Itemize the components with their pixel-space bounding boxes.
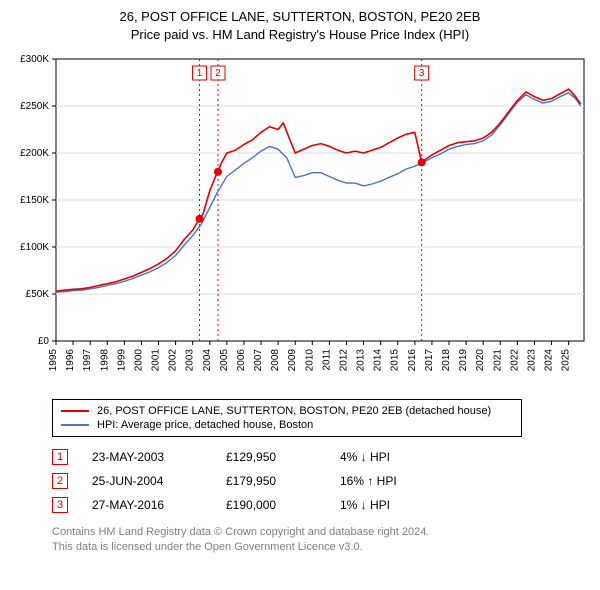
svg-text:£0: £0 [38, 336, 50, 347]
event-date: 23-MAY-2003 [92, 450, 202, 464]
svg-text:2023: 2023 [526, 349, 537, 372]
footer-attribution: Contains HM Land Registry data © Crown c… [52, 525, 592, 555]
svg-text:2012: 2012 [338, 349, 349, 372]
svg-text:2002: 2002 [168, 349, 179, 372]
svg-text:2000: 2000 [133, 349, 144, 372]
chart-title-line1: 26, POST OFFICE LANE, SUTTERTON, BOSTON,… [8, 8, 592, 26]
svg-text:2025: 2025 [561, 349, 572, 372]
svg-text:2007: 2007 [253, 349, 264, 372]
svg-text:1997: 1997 [82, 349, 93, 372]
svg-text:2015: 2015 [390, 349, 401, 372]
legend-swatch [61, 410, 89, 412]
svg-text:2010: 2010 [304, 349, 315, 372]
footer-line1: Contains HM Land Registry data © Crown c… [52, 525, 592, 540]
svg-text:2018: 2018 [441, 349, 452, 372]
svg-text:2006: 2006 [236, 349, 247, 372]
svg-text:3: 3 [419, 68, 425, 79]
svg-text:£100K: £100K [20, 242, 49, 253]
svg-text:2021: 2021 [492, 349, 503, 372]
event-diff: 4% ↓ HPI [340, 450, 390, 464]
svg-text:2013: 2013 [356, 349, 367, 372]
event-row: 1 23-MAY-2003 £129,950 4% ↓ HPI [52, 445, 592, 469]
svg-text:2009: 2009 [287, 349, 298, 372]
legend-item: 26, POST OFFICE LANE, SUTTERTON, BOSTON,… [61, 404, 513, 418]
event-row: 3 27-MAY-2016 £190,000 1% ↓ HPI [52, 493, 592, 517]
chart-title-line2: Price paid vs. HM Land Registry's House … [8, 26, 592, 44]
svg-text:1: 1 [197, 68, 203, 79]
svg-text:2008: 2008 [270, 349, 281, 372]
svg-text:1996: 1996 [65, 349, 76, 372]
event-date: 25-JUN-2004 [92, 474, 202, 488]
event-marker: 2 [52, 473, 68, 489]
legend-label: 26, POST OFFICE LANE, SUTTERTON, BOSTON,… [97, 405, 491, 417]
event-row: 2 25-JUN-2004 £179,950 16% ↑ HPI [52, 469, 592, 493]
event-diff: 1% ↓ HPI [340, 498, 390, 512]
legend-item: HPI: Average price, detached house, Bost… [61, 418, 513, 432]
svg-text:2024: 2024 [544, 349, 555, 372]
event-marker: 1 [52, 449, 68, 465]
legend-label: HPI: Average price, detached house, Bost… [97, 419, 313, 431]
chart-container: £0 £50K £100K £150K £200K £250K £300K 1995 1996 1… [8, 49, 592, 389]
svg-text:1995: 1995 [48, 349, 59, 372]
svg-text:2001: 2001 [151, 349, 162, 372]
svg-text:2019: 2019 [458, 349, 469, 372]
svg-text:1998: 1998 [99, 349, 110, 372]
legend: 26, POST OFFICE LANE, SUTTERTON, BOSTON,… [52, 399, 522, 437]
svg-text:2005: 2005 [219, 349, 230, 372]
event-diff: 16% ↑ HPI [340, 474, 397, 488]
svg-text:2022: 2022 [509, 349, 520, 372]
event-price: £190,000 [226, 498, 316, 512]
price-chart: £0 £50K £100K £150K £200K £250K £300K 1995 1996 1… [8, 49, 592, 389]
svg-text:2014: 2014 [373, 349, 384, 372]
svg-text:2016: 2016 [407, 349, 418, 372]
legend-swatch [61, 424, 89, 426]
svg-text:2020: 2020 [475, 349, 486, 372]
chart-title-block: 26, POST OFFICE LANE, SUTTERTON, BOSTON,… [8, 8, 592, 43]
event-price: £129,950 [226, 450, 316, 464]
svg-text:2: 2 [215, 68, 221, 79]
event-list: 1 23-MAY-2003 £129,950 4% ↓ HPI 2 25-JUN-2004… [52, 445, 592, 517]
svg-text:£200K: £200K [20, 148, 49, 159]
svg-text:£150K: £150K [20, 195, 49, 206]
svg-text:£250K: £250K [20, 101, 49, 112]
event-date: 27-MAY-2016 [92, 498, 202, 512]
svg-text:£300K: £300K [20, 54, 49, 65]
svg-text:2011: 2011 [321, 349, 332, 371]
event-marker: 3 [52, 497, 68, 513]
event-price: £179,950 [226, 474, 316, 488]
footer-line2: This data is licensed under the Open Gov… [52, 540, 592, 555]
svg-text:£50K: £50K [26, 289, 50, 300]
svg-text:2004: 2004 [202, 349, 213, 372]
svg-text:2017: 2017 [424, 349, 435, 372]
svg-text:2003: 2003 [185, 349, 196, 372]
svg-text:1999: 1999 [116, 349, 127, 372]
